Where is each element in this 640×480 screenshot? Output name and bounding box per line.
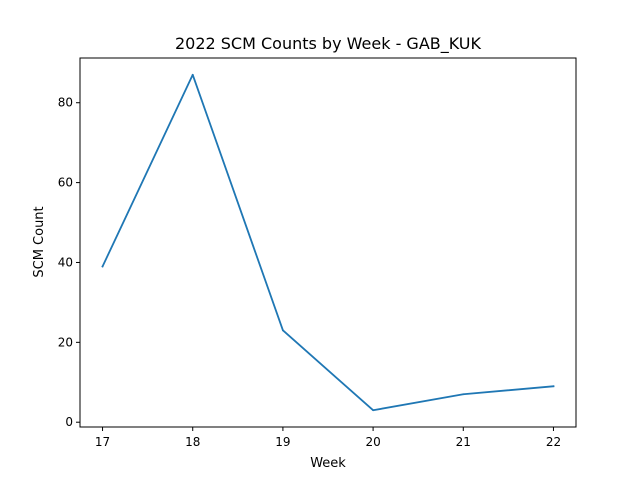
data-point: [372, 409, 374, 412]
data-point: [552, 385, 555, 388]
data-point: [462, 393, 465, 396]
data-point: [191, 73, 194, 76]
x-tick-label: 17: [95, 435, 110, 449]
x-tick-label: 21: [456, 435, 471, 449]
x-tick-label: 19: [275, 435, 290, 449]
series-group: [101, 73, 555, 412]
x-tick-label: 18: [185, 435, 200, 449]
y-tick-label: 0: [65, 415, 73, 429]
data-point: [101, 265, 104, 268]
y-tick-label: 40: [58, 255, 73, 269]
series-line: [101, 73, 555, 412]
x-tick-label: 22: [546, 435, 561, 449]
axis-ticks: 17 18 19 20 21 22 0 20 40 60 80: [58, 96, 561, 449]
y-tick-label: 60: [58, 176, 73, 190]
y-tick-label: 20: [58, 335, 73, 349]
y-tick-label: 80: [58, 96, 73, 110]
y-axis-label: SCM Count: [32, 206, 47, 277]
plot-area-frame: [79, 57, 577, 428]
x-tick-label: 20: [365, 435, 380, 449]
data-point: [282, 329, 284, 332]
chart-title: 2022 SCM Counts by Week - GAB_KUK: [175, 34, 482, 54]
x-axis-label: Week: [310, 456, 346, 471]
